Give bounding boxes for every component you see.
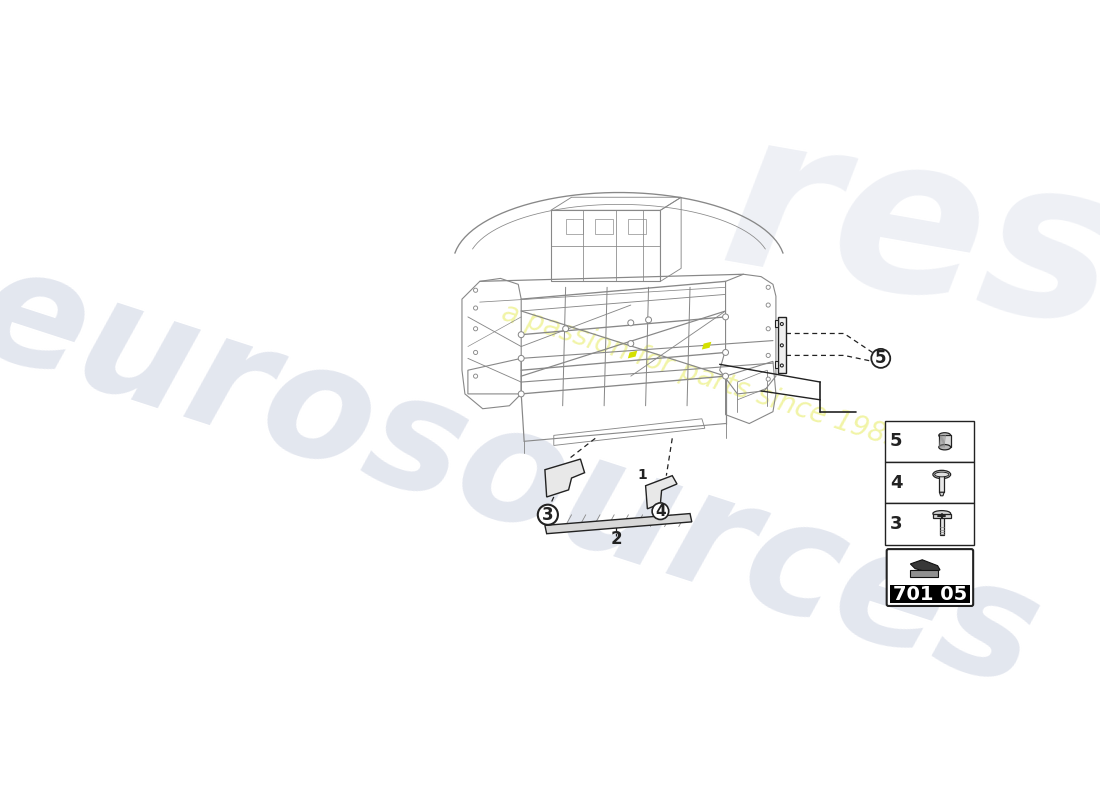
- Bar: [776, 320, 778, 327]
- Ellipse shape: [935, 472, 949, 477]
- Bar: [778, 317, 786, 373]
- Bar: [886, 462, 975, 503]
- Text: 5: 5: [874, 350, 887, 367]
- Text: res: res: [710, 94, 1100, 374]
- Text: 5: 5: [890, 432, 902, 450]
- Polygon shape: [939, 492, 944, 496]
- Text: eurosources: eurosources: [0, 232, 1056, 722]
- Circle shape: [473, 288, 477, 292]
- Ellipse shape: [933, 470, 950, 478]
- Circle shape: [723, 373, 728, 379]
- Bar: [933, 514, 950, 518]
- Circle shape: [473, 350, 477, 354]
- Circle shape: [473, 306, 477, 310]
- Bar: [886, 503, 975, 545]
- Text: 4: 4: [890, 474, 902, 492]
- Bar: [776, 362, 778, 369]
- Polygon shape: [911, 560, 940, 574]
- Circle shape: [563, 326, 569, 332]
- Ellipse shape: [938, 433, 950, 438]
- Circle shape: [473, 374, 477, 378]
- Circle shape: [538, 505, 558, 525]
- Text: 3: 3: [890, 515, 902, 534]
- Bar: [886, 421, 975, 462]
- Circle shape: [473, 326, 477, 331]
- Circle shape: [766, 326, 770, 331]
- Ellipse shape: [933, 510, 950, 517]
- Bar: [939, 474, 944, 492]
- Circle shape: [518, 332, 525, 338]
- Circle shape: [628, 341, 634, 346]
- Circle shape: [766, 303, 770, 307]
- Circle shape: [780, 344, 783, 347]
- Circle shape: [518, 355, 525, 362]
- Bar: [890, 586, 970, 603]
- Text: 1: 1: [638, 468, 648, 482]
- Circle shape: [780, 364, 783, 367]
- Polygon shape: [544, 514, 692, 534]
- Text: 3: 3: [542, 506, 553, 524]
- FancyBboxPatch shape: [887, 549, 974, 606]
- Circle shape: [766, 354, 770, 358]
- Polygon shape: [702, 342, 712, 350]
- Circle shape: [780, 322, 783, 326]
- Bar: [595, 219, 613, 234]
- Circle shape: [723, 350, 728, 355]
- Text: a passion for parts since 1985: a passion for parts since 1985: [498, 298, 905, 454]
- Text: 701 05: 701 05: [893, 585, 967, 604]
- Polygon shape: [544, 459, 584, 497]
- Bar: [938, 435, 950, 447]
- Bar: [551, 210, 660, 282]
- Circle shape: [723, 314, 728, 320]
- Bar: [940, 518, 944, 535]
- Circle shape: [646, 317, 651, 323]
- Circle shape: [652, 503, 669, 519]
- Circle shape: [766, 286, 770, 290]
- Text: 4: 4: [656, 504, 666, 518]
- Circle shape: [871, 349, 890, 368]
- Polygon shape: [628, 350, 637, 358]
- Circle shape: [766, 377, 770, 381]
- Bar: [628, 219, 646, 234]
- Ellipse shape: [938, 445, 950, 450]
- Circle shape: [628, 320, 634, 326]
- Polygon shape: [911, 570, 937, 577]
- Circle shape: [518, 391, 525, 397]
- Text: 2: 2: [610, 530, 621, 548]
- Polygon shape: [646, 476, 676, 509]
- Bar: [565, 219, 583, 234]
